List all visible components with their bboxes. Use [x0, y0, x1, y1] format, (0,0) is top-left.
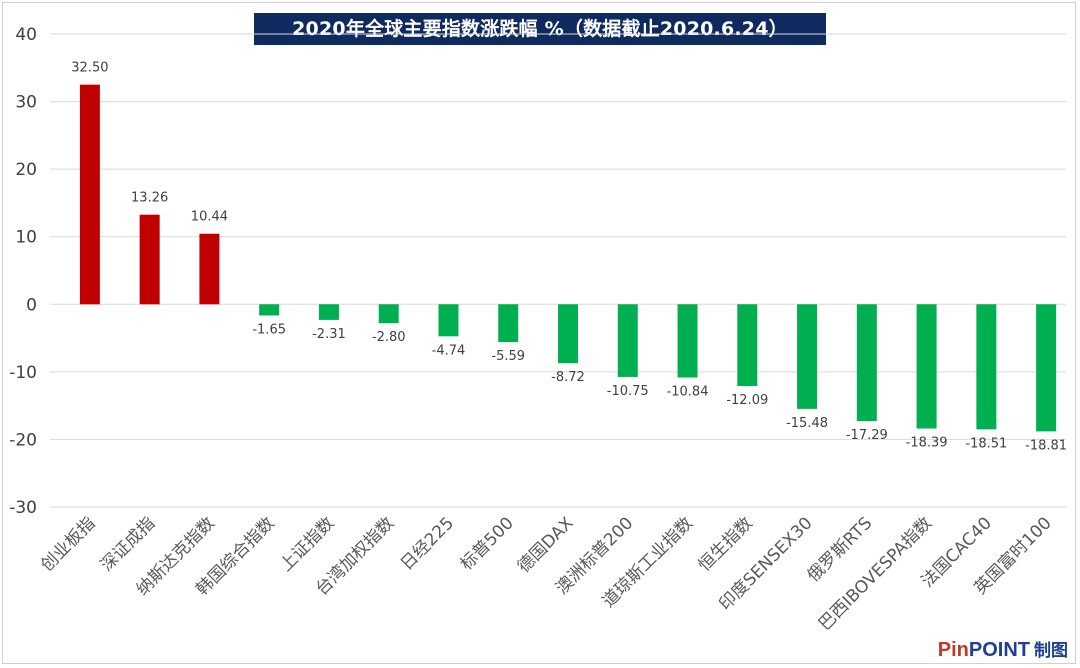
- data-label: 32.50: [71, 61, 108, 76]
- category-label: 标普500: [457, 513, 518, 574]
- category-label: 巴西IBOVESPA指数: [815, 513, 936, 634]
- bar-6: [378, 304, 399, 324]
- data-label: -18.81: [1025, 438, 1067, 453]
- data-label: 10.44: [191, 210, 228, 225]
- bar-2: [139, 214, 160, 305]
- data-label: 13.26: [131, 191, 168, 206]
- bar-11: [677, 304, 698, 378]
- y-tick-label: -20: [9, 430, 37, 450]
- category-label: 深证成指: [97, 513, 159, 575]
- data-labels: 32.50 13.26 10.44 -1.65 -2.31 -2.80 -4.74 -5.59…: [71, 61, 1067, 454]
- y-tick-label: 20: [15, 160, 37, 180]
- y-tick-label: 30: [15, 93, 37, 113]
- data-label: -10.84: [667, 385, 709, 400]
- bar-1: [79, 84, 100, 305]
- data-label: -17.29: [846, 428, 888, 443]
- data-label: -4.74: [432, 343, 466, 358]
- y-axis-ticks: 40 30 20 10 0 -10 -20 -30: [9, 25, 37, 518]
- y-tick-label: 0: [26, 295, 37, 315]
- category-label: 恒生指数: [695, 513, 757, 575]
- bar-13: [797, 304, 818, 409]
- bar-5: [318, 304, 339, 320]
- bar-3: [199, 233, 220, 305]
- bars: [79, 84, 1057, 432]
- pinpoint-logo: PinPOINT 制图: [938, 636, 1068, 662]
- y-tick-label: -10: [9, 363, 37, 383]
- bar-15: [916, 304, 937, 429]
- bar-9: [558, 304, 578, 364]
- data-label: -1.65: [252, 322, 286, 337]
- bar-12: [737, 304, 758, 386]
- data-label: -10.75: [607, 384, 649, 399]
- logo-point-text: POINT: [968, 639, 1030, 661]
- bar-16: [976, 304, 997, 430]
- data-label: -12.09: [726, 393, 768, 408]
- data-label: -2.80: [372, 330, 406, 345]
- y-tick-label: 40: [15, 25, 37, 45]
- category-label: 上证指数: [276, 513, 338, 575]
- bar-10: [617, 304, 638, 377]
- data-label: -15.48: [786, 416, 828, 431]
- category-label: 日经225: [397, 513, 458, 574]
- data-label: -18.51: [965, 436, 1007, 451]
- bar-14: [856, 304, 877, 422]
- bar-7: [438, 304, 459, 337]
- data-label: -8.72: [551, 370, 585, 385]
- y-tick-label: -30: [9, 498, 37, 518]
- logo-suffix-text: 制图: [1034, 641, 1068, 660]
- bar-8: [498, 304, 519, 343]
- bar-17: [1036, 304, 1057, 432]
- data-label: -2.31: [312, 327, 346, 342]
- data-label: -5.59: [491, 349, 525, 364]
- logo-pin-text: Pin: [937, 639, 969, 661]
- category-label: 创业板指: [37, 513, 99, 575]
- y-tick-label: 10: [15, 228, 37, 248]
- category-labels: 创业板指深证成指纳斯达克指数韩国综合指数上证指数台湾加权指数日经225标普500…: [37, 513, 1055, 634]
- data-label: -18.39: [906, 436, 948, 451]
- bar-4: [259, 304, 280, 316]
